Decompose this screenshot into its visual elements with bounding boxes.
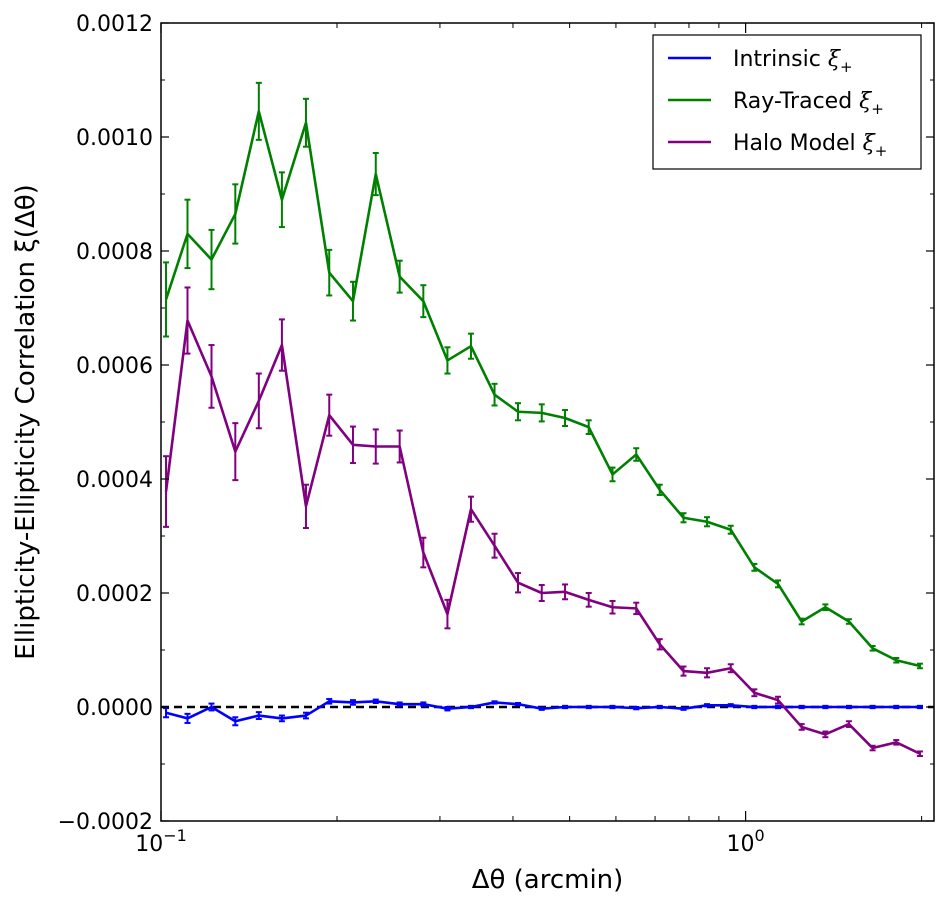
series-line <box>165 699 920 723</box>
series-ray-traced <box>163 81 923 670</box>
series-line <box>164 319 921 755</box>
series-halo-model <box>163 286 923 758</box>
y-tick-label: −0.0002 <box>58 810 153 835</box>
x-tick-label: 100 <box>727 826 765 857</box>
y-tick-label: 0.0002 <box>76 582 153 607</box>
y-tick-label: 0.0000 <box>76 696 153 721</box>
legend-label: Halo Model ξ+ <box>733 131 887 160</box>
y-tick-label: 0.0012 <box>76 12 153 37</box>
legend-label: Intrinsic ξ+ <box>733 47 853 76</box>
y-tick-label: 0.0008 <box>76 240 153 265</box>
y-axis-label: Ellipticity-Ellipticity Correlation ξ(Δθ… <box>11 184 41 660</box>
chart-marks <box>161 81 934 758</box>
x-axis-label: Δθ (arcmin) <box>472 865 624 895</box>
plot-frame <box>160 22 935 822</box>
y-tick-label: 0.0006 <box>76 354 153 379</box>
axes: −0.0002 0.0000 0.0002 0.0004 0.0006 0.0008 0.0… <box>11 12 934 895</box>
series-intrinsic <box>163 698 923 727</box>
x-tick-label: 10−1 <box>135 826 187 857</box>
y-tick-label: 0.0004 <box>76 468 153 493</box>
legend-label: Ray-Traced ξ+ <box>733 89 884 118</box>
legend: Intrinsic ξ+ Ray-Traced ξ+ Halo Model ξ+ <box>652 34 922 170</box>
y-tick-label: 0.0010 <box>76 126 153 151</box>
series-line <box>164 110 921 668</box>
